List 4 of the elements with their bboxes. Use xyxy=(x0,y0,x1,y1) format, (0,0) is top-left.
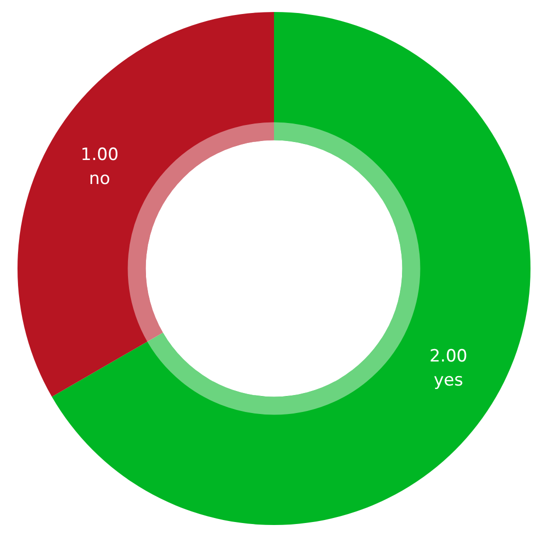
data-label: 1.00 xyxy=(80,145,119,166)
slice-label: yes xyxy=(434,370,464,391)
data-label: 2.00 xyxy=(429,346,468,367)
slice-label: no xyxy=(89,169,110,190)
